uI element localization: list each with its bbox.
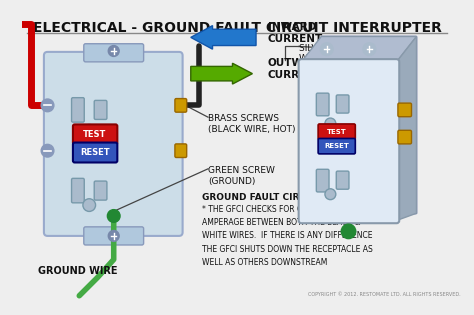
Circle shape <box>363 43 376 55</box>
Text: RESET: RESET <box>324 143 349 149</box>
FancyBboxPatch shape <box>94 100 107 119</box>
FancyBboxPatch shape <box>318 124 356 139</box>
Text: BRASS SCREWS
(BLACK WIRE, HOT): BRASS SCREWS (BLACK WIRE, HOT) <box>208 114 295 134</box>
Circle shape <box>41 144 54 157</box>
FancyBboxPatch shape <box>84 227 144 245</box>
Circle shape <box>108 209 120 222</box>
Text: RESET: RESET <box>80 148 109 157</box>
FancyArrow shape <box>191 63 253 84</box>
Circle shape <box>41 99 54 112</box>
Circle shape <box>325 118 336 129</box>
Circle shape <box>108 46 119 56</box>
Text: TEST: TEST <box>83 130 106 139</box>
FancyBboxPatch shape <box>316 169 329 192</box>
FancyBboxPatch shape <box>398 130 411 144</box>
FancyBboxPatch shape <box>72 98 84 122</box>
FancyBboxPatch shape <box>336 171 349 189</box>
FancyBboxPatch shape <box>73 124 118 144</box>
Circle shape <box>108 231 119 241</box>
FancyBboxPatch shape <box>299 59 399 223</box>
Text: ELECTRICAL - GROUND FAULT CIRCUIT INTERRUPTER: ELECTRICAL - GROUND FAULT CIRCUIT INTERR… <box>33 21 441 35</box>
Text: INWARD
CURRENT: INWARD CURRENT <box>268 22 323 44</box>
Circle shape <box>325 189 336 200</box>
FancyBboxPatch shape <box>94 181 107 200</box>
FancyBboxPatch shape <box>73 143 118 163</box>
Polygon shape <box>301 37 417 62</box>
Text: COPYRIGHT © 2012. RESTOMATE LTD. ALL RIGHTS RESERVED.: COPYRIGHT © 2012. RESTOMATE LTD. ALL RIG… <box>309 292 461 297</box>
Circle shape <box>341 224 356 239</box>
Text: GREEN SCREW
(GROUND): GREEN SCREW (GROUND) <box>208 166 275 186</box>
FancyBboxPatch shape <box>84 44 144 62</box>
Text: GROUND FAULT CIRCUIT INTERRUPTER: GROUND FAULT CIRCUIT INTERRUPTER <box>201 193 396 202</box>
FancyBboxPatch shape <box>72 178 84 203</box>
Circle shape <box>83 199 96 211</box>
FancyBboxPatch shape <box>44 52 182 236</box>
FancyBboxPatch shape <box>175 99 187 112</box>
FancyBboxPatch shape <box>336 95 349 113</box>
Circle shape <box>320 43 333 55</box>
Circle shape <box>83 124 96 137</box>
Polygon shape <box>397 37 417 220</box>
FancyBboxPatch shape <box>316 93 329 116</box>
Text: * THE GFCI CHECKS FOR CONSISTENCY IN
AMPERAGE BETWEEN BOTH THE BLACK &
WHITE WIR: * THE GFCI CHECKS FOR CONSISTENCY IN AMP… <box>201 205 373 267</box>
FancyBboxPatch shape <box>398 103 411 117</box>
Text: GROUND WIRE: GROUND WIRE <box>38 266 118 276</box>
Polygon shape <box>321 37 417 213</box>
Text: OUTWARD
CURRENT: OUTWARD CURRENT <box>268 58 328 80</box>
FancyArrow shape <box>191 26 256 49</box>
FancyBboxPatch shape <box>175 144 187 158</box>
Text: TEST: TEST <box>327 129 346 135</box>
FancyBboxPatch shape <box>318 139 356 154</box>
Text: SILVER SCREWS (WHITE
WIRE, NEUTRAL): SILVER SCREWS (WHITE WIRE, NEUTRAL) <box>299 44 406 63</box>
